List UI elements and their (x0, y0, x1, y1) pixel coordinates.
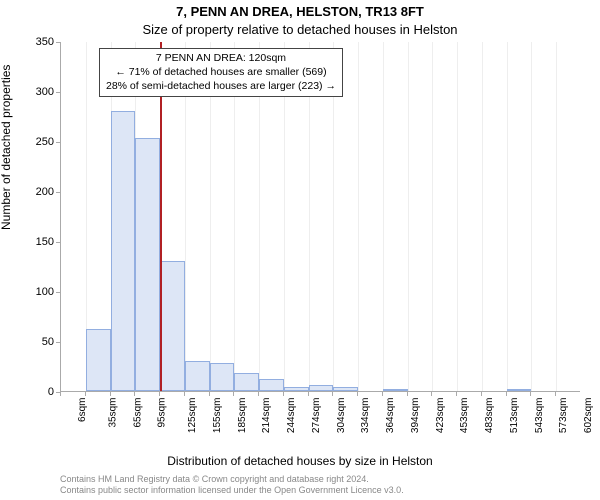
x-tick-label: 65sqm (132, 398, 143, 428)
histogram-bar (259, 379, 284, 391)
y-tick-mark (56, 242, 60, 243)
annotation-line: 7 PENN AN DREA: 120sqm (106, 51, 336, 65)
histogram-bar (160, 261, 185, 391)
y-tick-label: 50 (4, 336, 54, 348)
y-tick-label: 200 (4, 186, 54, 198)
plot-area: 7 PENN AN DREA: 120sqm← 71% of detached … (60, 42, 580, 392)
x-tick-label: 364sqm (385, 398, 396, 434)
y-tick-label: 250 (4, 136, 54, 148)
x-tick-mark (332, 392, 333, 396)
x-tick-mark (110, 392, 111, 396)
x-tick-mark (308, 392, 309, 396)
x-tick-label: 483sqm (484, 398, 495, 434)
x-tick-label: 214sqm (261, 398, 272, 434)
x-tick-mark (555, 392, 556, 396)
y-tick-label: 100 (4, 286, 54, 298)
chart-container: { "titles": { "main": "7, PENN AN DREA, … (0, 0, 600, 500)
x-tick-mark (283, 392, 284, 396)
y-tick-mark (56, 42, 60, 43)
y-tick-mark (56, 192, 60, 193)
x-tick-label: 304sqm (336, 398, 347, 434)
x-tick-mark (530, 392, 531, 396)
annotation-box: 7 PENN AN DREA: 120sqm← 71% of detached … (99, 48, 343, 97)
annotation-line: 28% of semi-detached houses are larger (… (106, 79, 336, 93)
x-tick-label: 125sqm (187, 398, 198, 434)
x-tick-mark (431, 392, 432, 396)
x-tick-mark (159, 392, 160, 396)
x-tick-mark (481, 392, 482, 396)
histogram-bar (507, 389, 532, 391)
y-tick-label: 300 (4, 86, 54, 98)
x-tick-label: 35sqm (107, 398, 118, 428)
x-tick-mark (456, 392, 457, 396)
x-tick-mark (258, 392, 259, 396)
x-tick-mark (382, 392, 383, 396)
y-tick-label: 150 (4, 236, 54, 248)
attribution-line-2: Contains public sector information licen… (60, 485, 580, 496)
chart-subtitle: Size of property relative to detached ho… (0, 22, 600, 37)
x-tick-label: 573sqm (559, 398, 570, 434)
y-tick-label: 0 (4, 386, 54, 398)
x-tick-label: 394sqm (410, 398, 421, 434)
histogram-bar (111, 111, 136, 391)
histogram-bar (284, 387, 309, 391)
y-tick-mark (56, 342, 60, 343)
histogram-bar (86, 329, 111, 391)
annotation-line: ← 71% of detached houses are smaller (56… (106, 65, 336, 79)
chart-title: 7, PENN AN DREA, HELSTON, TR13 8FT (0, 4, 600, 19)
histogram-bar (309, 385, 334, 391)
x-tick-label: 274sqm (311, 398, 322, 434)
x-tick-label: 334sqm (360, 398, 371, 434)
x-tick-label: 513sqm (509, 398, 520, 434)
attribution-text: Contains HM Land Registry data © Crown c… (60, 474, 580, 497)
histogram-bar (210, 363, 235, 391)
x-tick-mark (506, 392, 507, 396)
histogram-bar (185, 361, 210, 391)
x-tick-label: 244sqm (286, 398, 297, 434)
x-tick-mark (184, 392, 185, 396)
y-tick-mark (56, 292, 60, 293)
x-tick-label: 423sqm (435, 398, 446, 434)
x-tick-mark (134, 392, 135, 396)
x-tick-label: 602sqm (583, 398, 594, 434)
x-tick-label: 453sqm (460, 398, 471, 434)
x-tick-label: 543sqm (534, 398, 545, 434)
x-tick-mark (233, 392, 234, 396)
y-tick-label: 350 (4, 36, 54, 48)
histogram-bar (234, 373, 259, 391)
y-tick-mark (56, 142, 60, 143)
attribution-line-1: Contains HM Land Registry data © Crown c… (60, 474, 580, 485)
x-tick-mark (85, 392, 86, 396)
x-tick-mark (60, 392, 61, 396)
y-tick-mark (56, 92, 60, 93)
x-tick-mark (209, 392, 210, 396)
x-tick-label: 95sqm (157, 398, 168, 428)
x-tick-label: 6sqm (77, 398, 88, 422)
x-tick-mark (357, 392, 358, 396)
x-axis-label: Distribution of detached houses by size … (0, 454, 600, 468)
histogram-bar (383, 389, 408, 391)
histogram-bar (135, 138, 160, 391)
x-tick-mark (407, 392, 408, 396)
histogram-bar (333, 387, 358, 391)
x-tick-label: 155sqm (212, 398, 223, 434)
x-tick-label: 185sqm (237, 398, 248, 434)
